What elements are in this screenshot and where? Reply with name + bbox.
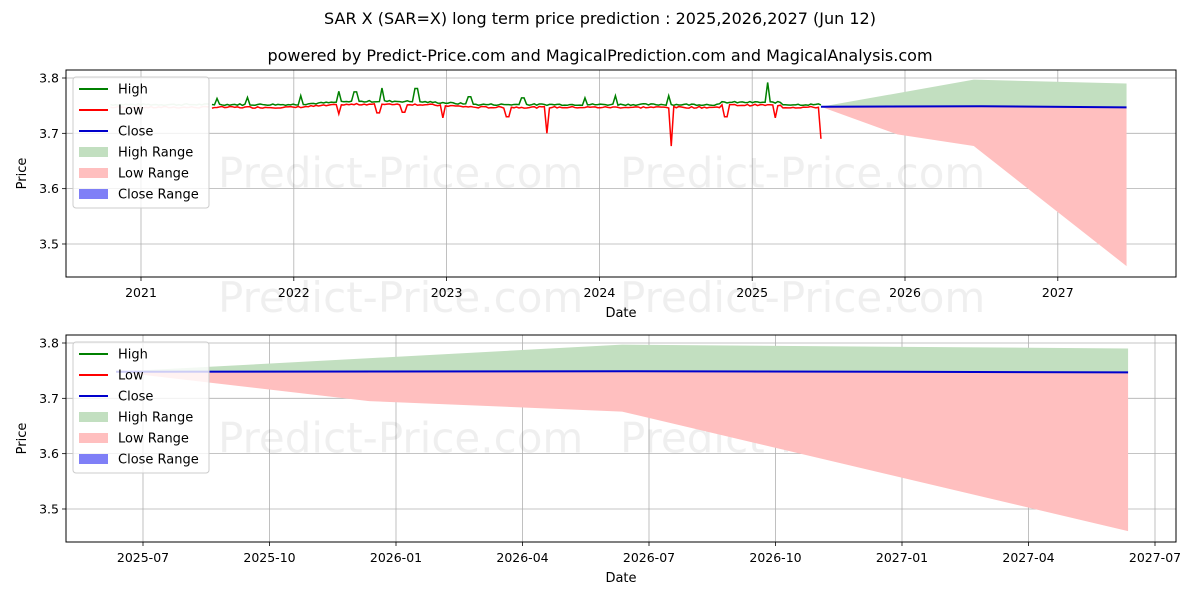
- y-axis-label: Price: [15, 158, 30, 190]
- legend-patch-high-range: [79, 147, 108, 157]
- low-line: [211, 102, 822, 147]
- x-tick-label: 2026: [889, 285, 921, 300]
- y-axis-label: Price: [15, 423, 30, 455]
- watermark-text: Predict-Price.com: [218, 414, 583, 463]
- plot-area: [110, 79, 1127, 267]
- legend-patch-close-range: [79, 454, 108, 464]
- close-line: [820, 105, 1127, 109]
- legend-label: High Range: [118, 411, 193, 426]
- legend-label: High: [118, 348, 148, 363]
- x-tick-label: 2022: [278, 285, 310, 300]
- legend: High Low Close High Range Low Range Close Ran…: [72, 76, 210, 209]
- plot-frame: [65, 69, 1177, 278]
- high-range-area: [820, 79, 1127, 108]
- y-tick-label: 3.8: [39, 71, 59, 86]
- x-tick-label: 2025-07: [117, 550, 169, 565]
- watermark-text: Predict-Price.com: [218, 149, 583, 198]
- low-range-area: [820, 106, 1127, 267]
- watermark-text: Predict-Price.com: [620, 149, 985, 198]
- x-tick-label: 2026-10: [749, 550, 801, 565]
- legend-label: Low Range: [118, 167, 189, 182]
- high-line: [211, 82, 822, 107]
- y-tick-label: 3.5: [39, 236, 59, 251]
- legend-label: Close Range: [118, 453, 199, 468]
- legend-patch-high-range: [79, 412, 108, 422]
- x-tick-label: 2026-01: [370, 550, 422, 565]
- plot-panel-top: 3.5 3.6 3.7 3.8 2021 2022 2023 2024 2025 2026 2027…: [15, 69, 1177, 321]
- legend-label: Close: [118, 125, 153, 140]
- low-range-area: [116, 371, 1129, 532]
- x-tick-label: 2024: [583, 285, 615, 300]
- x-tick-label: 2027-04: [1002, 550, 1054, 565]
- legend: High Low Close High Range Low Range Close Ran…: [72, 341, 210, 474]
- legend-label: Close Range: [118, 188, 199, 203]
- legend-patch-close-range: [79, 189, 108, 199]
- x-tick-label: 2023: [431, 285, 463, 300]
- y-tick-label: 3.7: [39, 391, 59, 406]
- y-tick-label: 3.8: [39, 336, 59, 351]
- y-tick-label: 3.6: [39, 446, 59, 461]
- y-tick-label: 3.6: [39, 181, 59, 196]
- plot-area: [116, 344, 1129, 532]
- high-range-area: [116, 344, 1129, 373]
- x-tick-label: 2027: [1042, 285, 1074, 300]
- legend-label: Low: [118, 369, 144, 384]
- x-tick-label: 2025-10: [243, 550, 295, 565]
- chart-title: SAR X (SAR=X) long term price prediction…: [324, 9, 876, 28]
- x-tick-label: 2027-01: [876, 550, 928, 565]
- legend-label: High Range: [118, 146, 193, 161]
- watermark-text: Predict-Price.com: [620, 273, 985, 322]
- x-tick-label: 2027-07: [1129, 550, 1181, 565]
- legend-patch-low-range: [79, 433, 108, 443]
- y-tick-label: 3.7: [39, 126, 59, 141]
- x-axis-label: Date: [605, 306, 636, 321]
- plot-panel-bottom: 3.5 3.6 3.7 3.8 2025-07 2025-10 2026-01 2026-04…: [15, 334, 1181, 586]
- chart-subtitle: powered by Predict-Price.com and Magical…: [267, 46, 933, 65]
- legend-label: Low: [118, 104, 144, 119]
- x-tick-label: 2026-07: [623, 550, 675, 565]
- x-tick-label: 2026-04: [496, 550, 548, 565]
- x-axis-label: Date: [605, 571, 636, 586]
- x-tick-label: 2021: [125, 285, 157, 300]
- legend-patch-low-range: [79, 168, 108, 178]
- y-tick-label: 3.5: [39, 501, 59, 516]
- x-tick-label: 2025: [736, 285, 768, 300]
- close-line: [116, 370, 1129, 374]
- legend-label: Close: [118, 390, 153, 405]
- watermark-text: Predict-Price.com: [218, 273, 583, 322]
- legend-label: Low Range: [118, 432, 189, 447]
- plot-frame: [65, 334, 1177, 543]
- legend-label: High: [118, 83, 148, 98]
